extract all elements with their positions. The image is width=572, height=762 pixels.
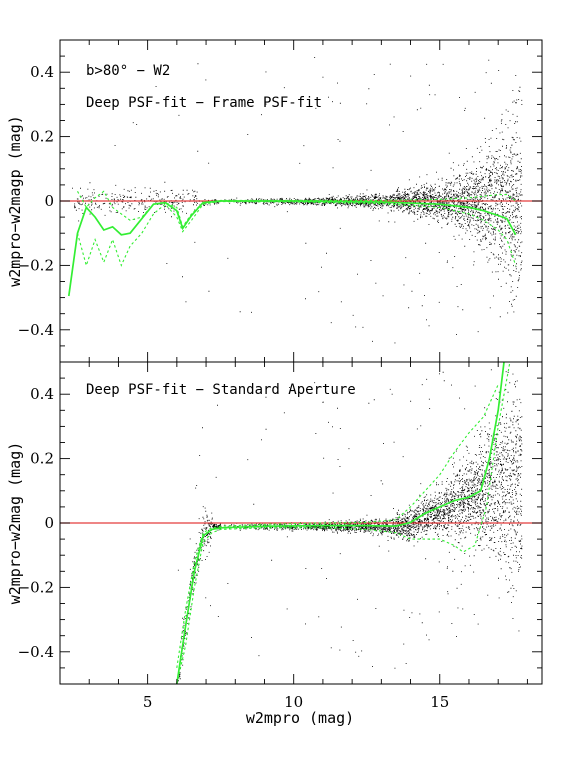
percentile-curve-2: [76, 201, 517, 268]
axis-ticks: [59, 39, 542, 685]
median-curve: [67, 200, 517, 297]
y-tick-label: 0.4: [30, 385, 54, 403]
percentile-curve-1: [77, 190, 517, 229]
bottom-chart-lines: [60, 361, 542, 685]
y-tick-label: −0.2: [18, 578, 54, 596]
y-tick-label: 0.2: [30, 128, 54, 146]
x-axis-label: w2mpro (mag): [246, 709, 354, 727]
y-tick-label: 0.2: [30, 450, 54, 468]
percentile-curve-2: [176, 361, 511, 685]
x-tick-label: 5: [143, 693, 153, 711]
x-tick-label: 10: [284, 693, 303, 711]
median-curve: [175, 361, 505, 685]
bottom-y-axis-label: w2mpro−w2mag (mag): [6, 442, 24, 605]
top-annotation-comparison: Deep PSF-fit − Frame PSF-fit: [86, 95, 322, 111]
axis-tick-labels: −0.4 −0.2 0 0.2 0.4 5 10 15 −0.4 −0.2 0 0.2 0.4: [18, 63, 450, 711]
y-tick-label: −0.2: [18, 256, 54, 274]
y-tick-label: 0: [44, 514, 54, 532]
top-annotation-region: b>80° − W2: [86, 63, 170, 79]
y-tick-label: −0.4: [18, 321, 54, 339]
bottom-annotation-comparison: Deep PSF-fit − Standard Aperture: [86, 382, 356, 398]
x-tick-label: 15: [430, 693, 449, 711]
top-y-axis-label: w2mpro−w2magp (mag): [6, 115, 24, 287]
top-chart-lines: [60, 190, 542, 297]
y-tick-label: −0.4: [18, 643, 54, 661]
y-tick-label: 0: [44, 192, 54, 210]
y-tick-label: 0.4: [30, 63, 54, 81]
percentile-curve-1: [176, 384, 499, 668]
